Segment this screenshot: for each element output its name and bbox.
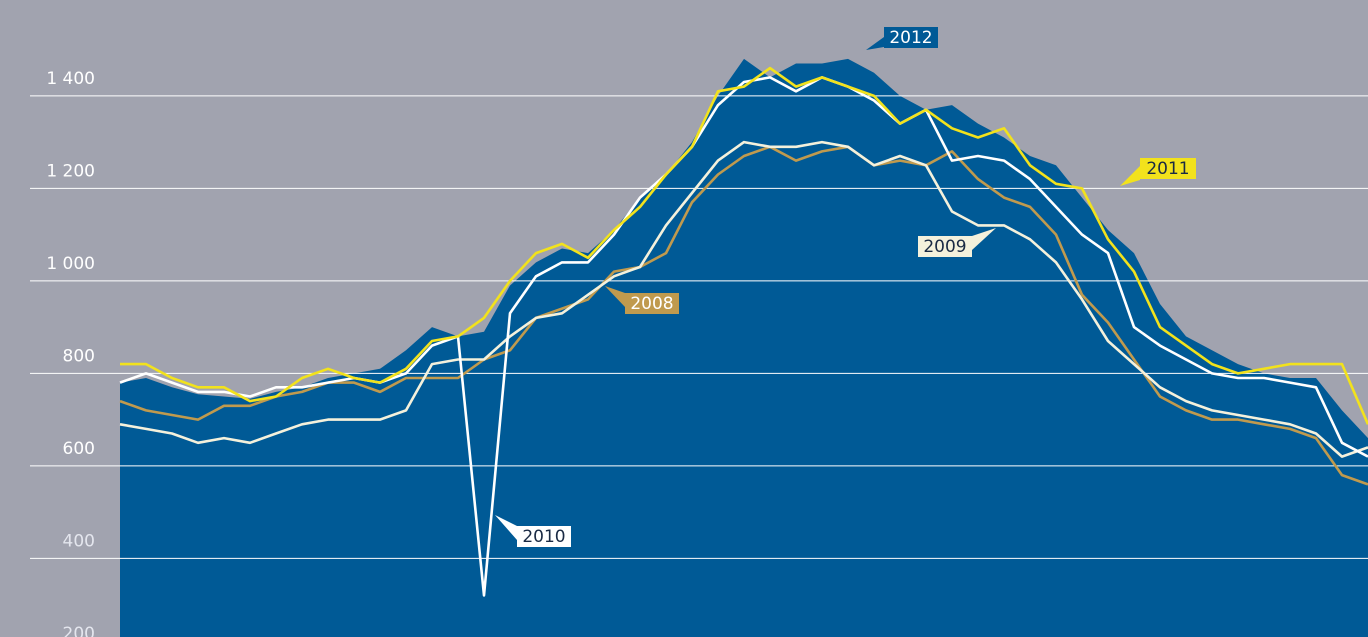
callout-box: [517, 526, 571, 547]
area: [120, 58, 1368, 637]
callout-tail: [495, 515, 517, 540]
series-label: 2010: [522, 527, 565, 547]
callout-tail: [866, 37, 884, 50]
callout-box: [625, 293, 679, 314]
y-tick-label: 1 000: [46, 254, 95, 274]
callout-tail: [605, 286, 625, 307]
series-label: 2011: [1146, 159, 1189, 179]
series-label: 2012: [889, 28, 932, 48]
y-tick-label: 800: [63, 346, 95, 366]
callout-box: [918, 236, 972, 257]
callout-tail: [1120, 166, 1140, 186]
line: [119, 76, 1368, 597]
series-label: 2008: [630, 294, 673, 314]
y-tick-label: 1 200: [46, 161, 95, 181]
y-tick-label: 600: [63, 439, 95, 459]
callout-tail: [972, 228, 996, 250]
line: [120, 66, 1368, 425]
series-label: 2009: [923, 237, 966, 257]
callout-box: [884, 27, 938, 48]
line: [119, 140, 1368, 458]
y-tick-label: 400: [63, 531, 95, 551]
y-tick-label: 200: [63, 624, 95, 637]
callout-box: [1140, 158, 1196, 179]
y-tick-label: 1 400: [46, 69, 95, 89]
